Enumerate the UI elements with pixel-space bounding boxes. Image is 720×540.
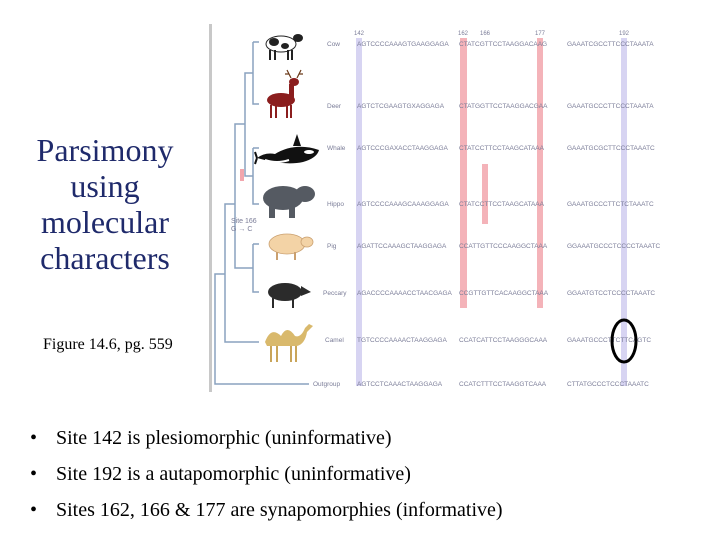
sequence-block: CTTATGCCCTCCCTAAATC	[567, 381, 649, 388]
taxon-name: Camel	[325, 337, 344, 344]
tree-branch	[239, 72, 249, 177]
cow-icon	[265, 34, 303, 60]
sequence-block: AGTCTCGAAGTGXAGGAGA	[357, 103, 445, 110]
camel-icon	[265, 324, 313, 362]
bullet-item: • Site 192 is a autapomorphic (uninformat…	[30, 460, 503, 496]
sequence-block: AGTCCCCAAAGCAAAGGAGA	[357, 201, 449, 208]
phylogenetic-tree	[214, 41, 309, 385]
site-192-column	[621, 38, 627, 386]
tree-branch	[249, 41, 259, 105]
slide-title: Parsimony using molecular characters	[20, 132, 190, 276]
taxon-name: Cow	[327, 41, 340, 48]
figure-edge	[209, 24, 212, 392]
site-177-column	[537, 38, 543, 308]
sequence-block: AGATTCCAAAGCTAAGGAGA	[357, 243, 447, 250]
sequence-block: CCATTGTTCCCAAGGCTAAA	[459, 243, 548, 250]
site-142-column	[356, 38, 362, 386]
tree-branch	[245, 243, 259, 293]
taxa-rows: Cow AGTCCCCAAAGTGAAGGAGA CTATCGTTCCTAAGG…	[313, 41, 660, 388]
bullet-text: Site 142 is plesiomorphic (uninformative…	[56, 427, 392, 449]
bullet-item: • Site 142 is plesiomorphic (uninformativ…	[30, 424, 503, 460]
site-label: 177	[535, 31, 546, 37]
tree-branch	[229, 123, 245, 269]
sequence-block: GAAATGCCCTTCCCTAAATA	[567, 103, 654, 110]
sequence-block: CTATGGTTCCTAAGGACGAA	[459, 103, 548, 110]
bullet-dot-icon: •	[30, 427, 38, 449]
tree-branch	[219, 203, 259, 343]
taxon-name: Whale	[327, 145, 346, 152]
peccary-icon	[268, 283, 311, 308]
site-166-change-marker	[240, 169, 244, 181]
deer-icon	[267, 69, 303, 118]
bullet-list: • Site 142 is plesiomorphic (uninformativ…	[30, 424, 503, 532]
site-166-change: G → C	[231, 226, 252, 233]
sequence-block: AGTCCCGAXACCTAAGGAGA	[357, 145, 449, 152]
sequence-block: CTATCCTTCCTAAGCATAAA	[459, 201, 545, 208]
figure-caption: Figure 14.6, pg. 559	[43, 336, 173, 353]
sequence-block: CCATCATTCCTAAGGGCAAA	[459, 337, 548, 344]
site-label: 166	[480, 31, 491, 37]
title-line: Parsimony	[36, 132, 174, 168]
taxon-name: Hippo	[327, 201, 344, 208]
title-line: molecular	[41, 204, 169, 240]
bullet-dot-icon: •	[30, 499, 38, 521]
site-label: 142	[354, 31, 365, 37]
sequence-block: GAAATGCCCTTCTTCAGTC	[567, 337, 651, 344]
sequence-block: AGTCCCCAAAGTGAAGGAGA	[357, 41, 449, 48]
site-192-circle-annotation	[610, 318, 638, 364]
taxon-name: Pig	[327, 243, 337, 250]
sequence-block: CTATCGTTCCTAAGGACAAG	[459, 41, 547, 48]
sequence-block: CCGTTGTTCACAAGGCTAAA	[459, 290, 549, 297]
hippo-icon	[263, 186, 315, 218]
taxon-name: Outgroup	[313, 381, 340, 388]
sequence-block: GAAATCGCCTTCCCTAAATA	[567, 41, 654, 48]
site-166-label: Site 166	[231, 218, 257, 225]
sequence-block: CCATCTTTCCTAAGGTCAAA	[459, 381, 547, 388]
title-line: characters	[40, 240, 170, 276]
taxon-name: Peccary	[323, 290, 347, 297]
taxon-name: Deer	[327, 103, 342, 110]
site-162-column	[460, 38, 467, 308]
sequence-block: AGTCCTCAAACTAAGGAGA	[357, 381, 443, 388]
title-line: using	[70, 168, 140, 204]
whale-icon	[254, 134, 319, 165]
sequence-block: CTATCCTTCCTAAGCATAAA	[459, 145, 545, 152]
tree-branch	[247, 147, 259, 205]
sequence-block: GGAAATGCCCTCCCCTAAATC	[567, 243, 660, 250]
site-166-column	[482, 164, 488, 224]
sequence-block: TGTCCCCAAAACTAAGGAGA	[357, 337, 447, 344]
pig-icon	[268, 233, 314, 260]
bullet-text: Sites 162, 166 & 177 are synapomorphies …	[56, 499, 503, 521]
tree-branch	[214, 273, 309, 385]
bullet-text: Site 192 is a autapomorphic (uninformati…	[56, 463, 411, 485]
phylogeny-diagram: 142 162 166 177 192 Site 166 G → C	[209, 24, 660, 392]
bullet-dot-icon: •	[30, 463, 38, 485]
sequence-block: GAAATGCGCTTCCCTAAATC	[567, 145, 655, 152]
sequence-block: GAAATGCCCTTCTCTAAATC	[567, 201, 654, 208]
sequence-block: AGACCCCAAAACCTAACGAGA	[357, 290, 453, 297]
phylogeny-figure: 142 162 166 177 192 Site 166 G → C	[209, 24, 673, 392]
bullet-item: • Sites 162, 166 & 177 are synapomorphies…	[30, 496, 503, 532]
site-label: 192	[619, 31, 630, 37]
sequence-block: GGAATGTCCTCCCCTAAATC	[567, 290, 655, 297]
site-label: 162	[458, 31, 469, 37]
